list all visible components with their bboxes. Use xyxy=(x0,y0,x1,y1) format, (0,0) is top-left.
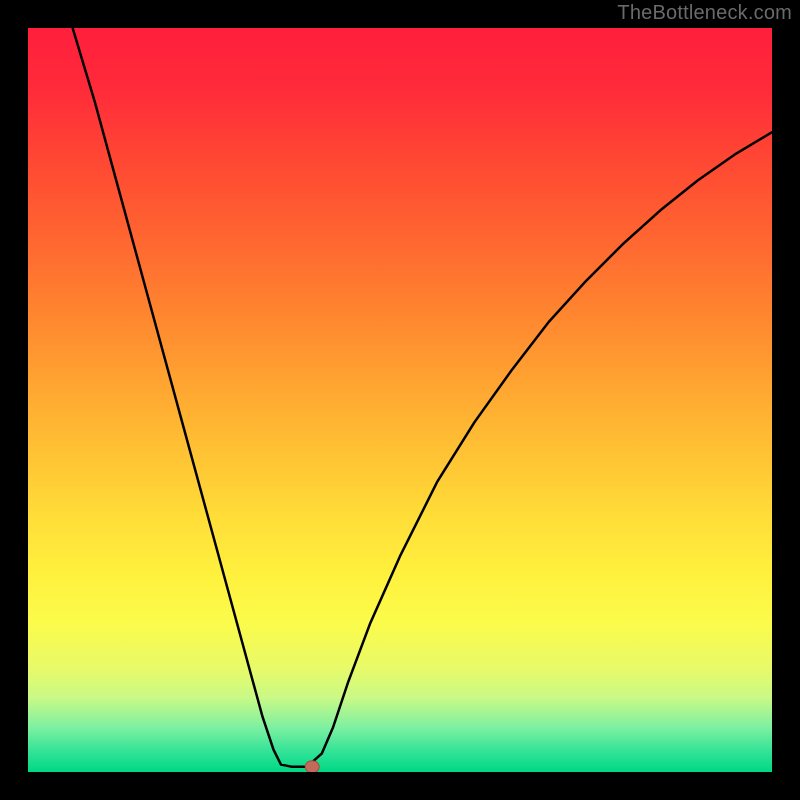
watermark-text: TheBottleneck.com xyxy=(617,2,792,25)
chart-svg xyxy=(28,28,772,772)
chart-background xyxy=(28,28,772,772)
min-marker xyxy=(305,761,319,772)
chart-frame xyxy=(28,28,772,772)
